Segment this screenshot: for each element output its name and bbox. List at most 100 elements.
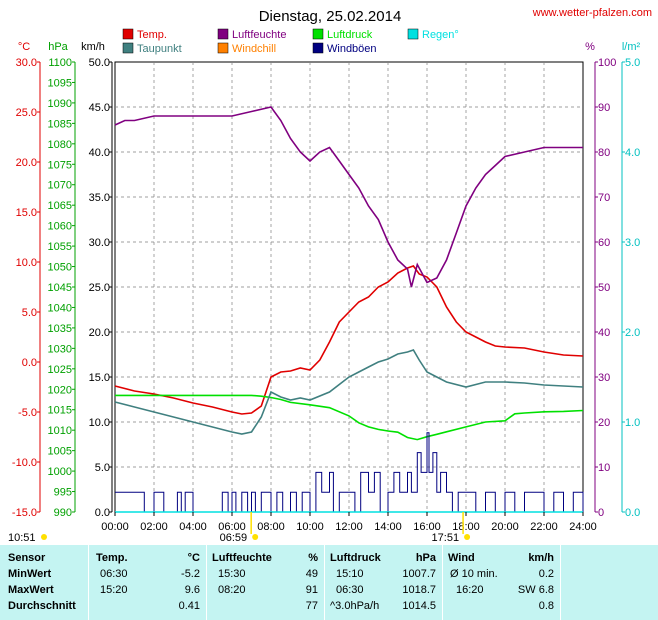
pressure-tick-label: 1060: [48, 221, 72, 233]
temp-tick-label: 0.0: [22, 357, 37, 369]
humidity-value: 77: [305, 600, 318, 612]
sunrise-label: 06:59: [220, 532, 248, 544]
pressure-tick-label: 1035: [48, 323, 72, 335]
sunset-label: 17:51: [432, 532, 460, 544]
pressure-tick-label: 1085: [48, 118, 72, 130]
pressure-unit: hPa: [48, 41, 68, 53]
wind-tick-label: 50.0: [89, 57, 110, 69]
temp-unit: °C: [18, 41, 30, 53]
pressure-tick-label: 1070: [48, 180, 72, 192]
chart-title: Dienstag, 25.02.2014: [259, 8, 402, 25]
x-tick-label: 06:00: [218, 521, 246, 533]
series-temp-line: [114, 265, 584, 415]
rain-tick-label: 1.0: [625, 417, 640, 429]
wind-tick-label: 45.0: [89, 102, 110, 114]
header-humidity-unit: %: [308, 552, 318, 564]
website-label: www.wetter-pfalzen.com: [532, 7, 652, 19]
row-label: MinWert: [8, 568, 52, 580]
series-luftfeuchte-line: [114, 106, 583, 288]
header-temp-unit: °C: [187, 552, 200, 564]
humidity-time: 08:20: [218, 584, 246, 596]
statistics-table: Sensor Temp. °C Luftfeuchte % Luftdruck …: [0, 545, 658, 620]
temp-time: 06:30: [100, 568, 128, 580]
header-temp: Temp.: [96, 552, 128, 564]
legend-swatch: [312, 28, 324, 40]
humidity-value: 49: [305, 568, 318, 580]
humidity-tick-label: 10: [598, 462, 610, 474]
row-label: Durchschnitt: [8, 600, 76, 612]
temp-tick-label: -5.0: [18, 407, 37, 419]
pressure-tick-label: 1015: [48, 405, 72, 417]
pressure-value: 1007.7: [402, 568, 436, 580]
temp-tick-label: 5.0: [22, 307, 37, 319]
temp-tick-label: -10.0: [12, 457, 37, 469]
legend-swatch: [217, 42, 229, 54]
pressure-tick-label: 1080: [48, 139, 72, 151]
rain-tick-label: 3.0: [625, 237, 640, 249]
temp-tick-label: 15.0: [16, 207, 37, 219]
wind-time: Ø 10 min.: [450, 568, 498, 580]
pressure-trend: ^3.0hPa/h: [330, 600, 380, 612]
rain-tick-label: 2.0: [625, 327, 640, 339]
wind-tick-label: 20.0: [89, 327, 110, 339]
x-tick-label: 16:00: [413, 521, 441, 533]
legend-label: Luftfeuchte: [232, 29, 286, 41]
header-humidity: Luftfeuchte: [212, 552, 272, 564]
pressure-tick-label: 1055: [48, 241, 72, 253]
header-wind-unit: km/h: [528, 552, 554, 564]
pressure-tick-label: 1075: [48, 159, 72, 171]
stats-header-row: Sensor Temp. °C Luftfeuchte % Luftdruck …: [0, 552, 658, 568]
legend-swatch: [122, 28, 134, 40]
temp-value: -5.2: [181, 568, 200, 580]
pressure-tick-label: 1000: [48, 466, 72, 478]
legend-swatch: [122, 42, 134, 54]
humidity-tick-label: 0: [598, 507, 604, 519]
wind-tick-label: 25.0: [89, 282, 110, 294]
humidity-tick-label: 90: [598, 102, 610, 114]
wind-unit: km/h: [81, 41, 105, 53]
legend-swatch: [407, 28, 419, 40]
pressure-tick-label: 1100: [48, 57, 72, 69]
pressure-value: 1014.5: [402, 600, 436, 612]
wind-tick-label: 10.0: [89, 417, 110, 429]
pressure-tick-label: 1040: [48, 302, 72, 314]
humidity-tick-label: 40: [598, 327, 610, 339]
x-tick-label: 14:00: [374, 521, 402, 533]
stats-row-min: MinWert 06:30 -5.2 15:30 49 15:10 1007.7…: [0, 568, 658, 584]
daylength-label: 10:51: [8, 532, 36, 544]
wind-value: 0.2: [538, 568, 554, 580]
header-pressure: Luftdruck: [330, 552, 381, 564]
pressure-tick-label: 1005: [48, 446, 72, 458]
x-tick-label: 22:00: [530, 521, 558, 533]
pressure-tick-label: 1045: [48, 282, 72, 294]
x-tick-label: 00:00: [101, 521, 129, 533]
temp-value: 9.6: [184, 584, 200, 596]
header-pressure-unit: hPa: [415, 552, 436, 564]
pressure-time: 15:10: [336, 568, 364, 580]
humidity-unit: %: [585, 41, 595, 53]
humidity-tick-label: 70: [598, 192, 610, 204]
legend-label: Taupunkt: [137, 43, 182, 55]
temp-value: 0.41: [178, 600, 200, 612]
wind-tick-label: 5.0: [95, 462, 110, 474]
sun-icon: [464, 534, 471, 540]
temp-time: 15:20: [100, 584, 128, 596]
x-tick-label: 12:00: [335, 521, 363, 533]
temp-tick-label: 30.0: [16, 57, 37, 69]
wind-tick-label: 40.0: [89, 147, 110, 159]
x-tick-label: 18:00: [452, 521, 480, 533]
legend-swatch: [217, 28, 229, 40]
x-tick-label: 10:00: [296, 521, 324, 533]
wind-value: SW 6.8: [517, 584, 554, 596]
axes: 30.0 25.0 20.0 15.0 10.0 5.0 0.0 -5.0 -10.0 -15.0…: [8, 57, 640, 544]
x-tick-label: 04:00: [179, 521, 207, 533]
legend-label: Temp.: [137, 29, 167, 41]
pressure-tick-label: 1010: [48, 425, 72, 437]
row-label: MaxWert: [8, 584, 54, 596]
wind-time: 16:20: [456, 584, 484, 596]
x-tick-label: 24:00: [569, 521, 597, 533]
humidity-tick-label: 80: [598, 147, 610, 159]
pressure-tick-label: 1020: [48, 384, 72, 396]
header-sensor: Sensor: [8, 552, 46, 564]
pressure-tick-label: 1090: [48, 98, 72, 110]
